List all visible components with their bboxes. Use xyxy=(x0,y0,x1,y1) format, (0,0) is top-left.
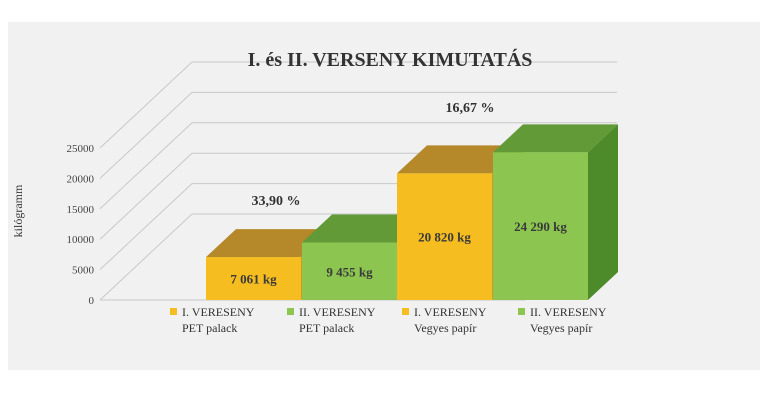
category-label-line1: I. VERESENY xyxy=(182,305,255,319)
bar-top-face xyxy=(302,214,427,243)
bar xyxy=(493,152,588,300)
bar-side-face xyxy=(588,124,618,300)
y-tick-label: 10000 xyxy=(67,234,95,246)
bar-value-label: 24 290 kg xyxy=(514,219,567,234)
bar-value-label: 20 820 kg xyxy=(418,230,471,245)
category-label-line2: Vegyes papír xyxy=(414,321,476,335)
bar-value-label: 7 061 kg xyxy=(230,272,277,287)
bar-value-label: 9 455 kg xyxy=(326,264,373,279)
gridline xyxy=(99,91,617,179)
category-label-line2: Vegyes papír xyxy=(530,321,592,335)
bar-top-face xyxy=(397,145,522,174)
legend-swatch xyxy=(402,308,409,315)
bar xyxy=(397,173,492,300)
bar-top-face xyxy=(493,124,618,153)
y-tick-label: 20000 xyxy=(67,173,95,185)
gridline xyxy=(99,61,617,149)
category-label-line1: I. VERESENY xyxy=(414,305,487,319)
category-label-line2: PET palack xyxy=(182,321,237,335)
category-label-line2: PET palack xyxy=(299,321,354,335)
bar-top-face xyxy=(206,229,331,258)
legend-swatch xyxy=(170,308,177,315)
y-axis-label: kilógramm xyxy=(11,184,25,237)
y-tick-label: 5000 xyxy=(72,265,95,277)
y-tick-label: 0 xyxy=(89,295,95,307)
chart-background xyxy=(8,22,760,370)
percent-annotation: 16,67 % xyxy=(446,101,495,116)
percent-annotation: 33,90 % xyxy=(252,194,301,209)
chart-title: I. és II. VERSENY KIMUTATÁS xyxy=(248,48,533,71)
bar xyxy=(302,242,397,300)
bar xyxy=(206,257,301,300)
legend-swatch xyxy=(518,308,525,315)
y-tick-label: 25000 xyxy=(67,143,95,155)
y-tick-label: 15000 xyxy=(67,204,95,216)
category-label-line1: II. VERESENY xyxy=(299,305,376,319)
legend-swatch xyxy=(287,308,294,315)
category-label-line1: II. VERESENY xyxy=(530,305,607,319)
gridline xyxy=(99,122,617,210)
